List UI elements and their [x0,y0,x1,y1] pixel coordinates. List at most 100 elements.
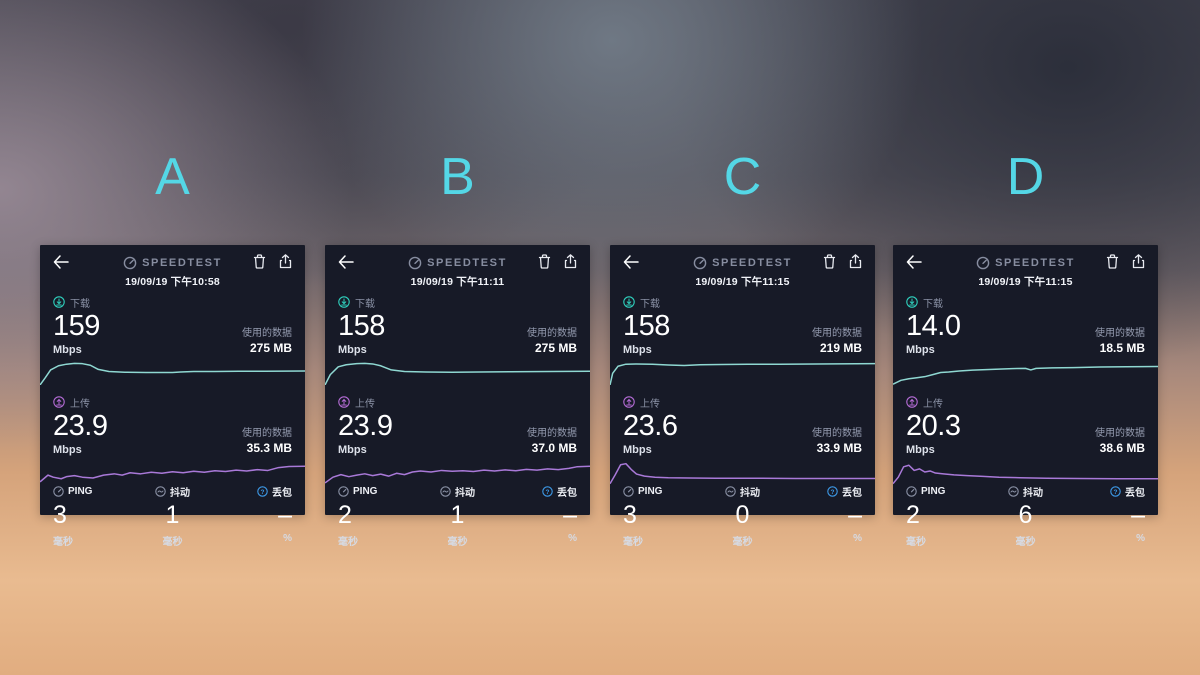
upload-value: 23.6 [623,410,678,442]
download-unit: Mbps [623,344,652,356]
download-value: 158 [623,310,670,342]
download-section: 下载 158 Mbps 使用的数据 275 MB [325,296,590,356]
data-used-value: 33.9 MB [816,441,862,455]
trash-icon[interactable] [538,254,551,270]
jitter-unit: 毫秒 [732,536,753,548]
upload-value: 23.9 [53,410,108,442]
speedtest-screenshot-column: D SPEEDTEST 19/09 [893,146,1158,548]
test-datetime: 19/09/19 下午11:15 [695,276,790,288]
upload-section: 上传 23.6 Mbps 使用的数据 33.9 MB [610,396,875,456]
loss-stat: ? 丢包 – % [1065,485,1145,548]
download-label: 下载 [355,298,375,310]
panel-label: C [723,148,762,206]
loss-label: 丢包 [842,488,863,499]
download-unit: Mbps [53,344,82,356]
speedtest-result-card: SPEEDTEST 19/09/19 下午10:58 下载 159 [40,245,305,548]
upload-unit: Mbps [338,444,367,456]
download-value: 159 [53,310,100,342]
upload-circle-icon [623,396,635,408]
jitter-unit: 毫秒 [162,536,183,548]
loss-unit: % [283,532,293,544]
app-header: SPEEDTEST [610,254,875,271]
gauge-icon [123,256,137,269]
share-icon[interactable] [849,254,862,270]
loss-value: – [278,501,293,529]
back-arrow-icon[interactable] [623,255,639,269]
jitter-unit: 毫秒 [447,536,468,548]
download-data-used: 使用的数据 275 MB [242,324,292,355]
share-icon[interactable] [1132,254,1145,270]
speedtest-brand: SPEEDTEST [623,254,862,271]
stats-row: PING 3 毫秒 抖动 1 毫秒 ? 丢包 [40,485,305,548]
download-label: 下载 [923,298,943,310]
download-chart [40,359,305,385]
loss-help-icon: ? [257,486,268,497]
gauge-icon [408,256,422,269]
data-used-value: 275 MB [249,341,292,355]
jitter-value: 0 [735,501,750,529]
data-used-label: 使用的数据 [1095,428,1145,439]
ping-icon [338,486,349,497]
download-section: 下载 14.0 Mbps 使用的数据 18.5 MB [893,296,1158,356]
data-used-label: 使用的数据 [527,428,577,439]
ping-unit: 毫秒 [623,536,643,548]
data-used-value: 35.3 MB [246,441,292,455]
ping-stat: PING 3 毫秒 [53,485,133,548]
download-chart [325,359,590,385]
loss-label: 丢包 [272,488,293,499]
upload-chart [325,459,590,485]
upload-label: 上传 [70,398,90,410]
ping-icon [906,486,917,497]
trash-icon[interactable] [253,254,266,270]
loss-unit: % [568,532,578,544]
loss-stat: ? 丢包 – % [212,485,292,548]
download-data-used: 使用的数据 275 MB [527,324,577,355]
speedtest-result-card: SPEEDTEST 19/09/19 下午11:11 下载 158 [325,245,590,548]
brand-label: SPEEDTEST [142,256,222,269]
jitter-icon [1008,486,1019,497]
jitter-label: 抖动 [170,488,190,499]
download-section: 下载 158 Mbps 使用的数据 219 MB [610,296,875,356]
panel-label: A [155,148,190,206]
upload-circle-icon [338,396,350,408]
data-used-label: 使用的数据 [812,328,862,339]
jitter-label: 抖动 [1023,488,1043,499]
share-icon[interactable] [564,254,577,270]
download-label: 下载 [640,298,660,310]
data-used-value: 219 MB [819,341,862,355]
share-icon[interactable] [279,254,292,270]
ping-value: 3 [623,501,637,529]
back-arrow-icon[interactable] [906,255,922,269]
upload-value: 20.3 [906,410,961,442]
upload-unit: Mbps [623,444,652,456]
jitter-stat: 抖动 0 毫秒 [703,485,783,548]
jitter-icon [155,486,166,497]
jitter-value: 6 [1018,501,1033,529]
speedtest-screenshot-column: C SPEEDTEST 19/09 [610,146,875,548]
upload-section: 上传 20.3 Mbps 使用的数据 38.6 MB [893,396,1158,456]
loss-unit: % [853,532,863,544]
ping-icon [53,486,64,497]
speedtest-brand: SPEEDTEST [53,254,292,271]
loss-value: – [563,501,578,529]
download-chart [610,359,875,385]
jitter-stat: 抖动 6 毫秒 [986,485,1066,548]
download-section: 下载 159 Mbps 使用的数据 275 MB [40,296,305,356]
upload-chart [893,459,1158,485]
ping-stat: PING 2 毫秒 [906,485,986,548]
ping-value: 3 [53,501,67,529]
panel-label: D [1006,148,1045,206]
test-datetime: 19/09/19 下午11:15 [978,276,1073,288]
back-arrow-icon[interactable] [338,255,354,269]
brand-label: SPEEDTEST [427,256,507,269]
app-header: SPEEDTEST [325,254,590,271]
svg-text:?: ? [831,489,835,496]
jitter-value: 1 [165,501,180,529]
speedtest-result-card: SPEEDTEST 19/09/19 下午11:15 下载 158 [610,245,875,548]
speedtest-brand: SPEEDTEST [338,254,577,271]
trash-icon[interactable] [823,254,836,270]
brand-label: SPEEDTEST [995,256,1075,269]
back-arrow-icon[interactable] [53,255,69,269]
test-datetime: 19/09/19 下午10:58 [125,276,220,288]
trash-icon[interactable] [1106,254,1119,270]
